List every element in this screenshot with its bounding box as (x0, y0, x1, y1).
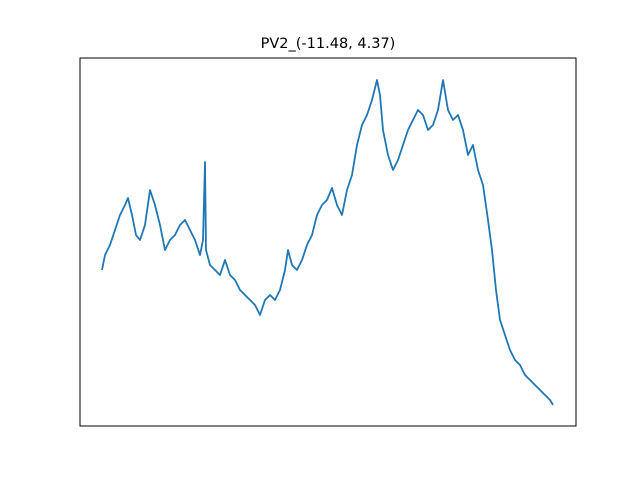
chart-title: PV2_(-11.48, 4.37) (261, 36, 396, 52)
plot-frame (79, 57, 577, 427)
data-line (101, 79, 554, 406)
